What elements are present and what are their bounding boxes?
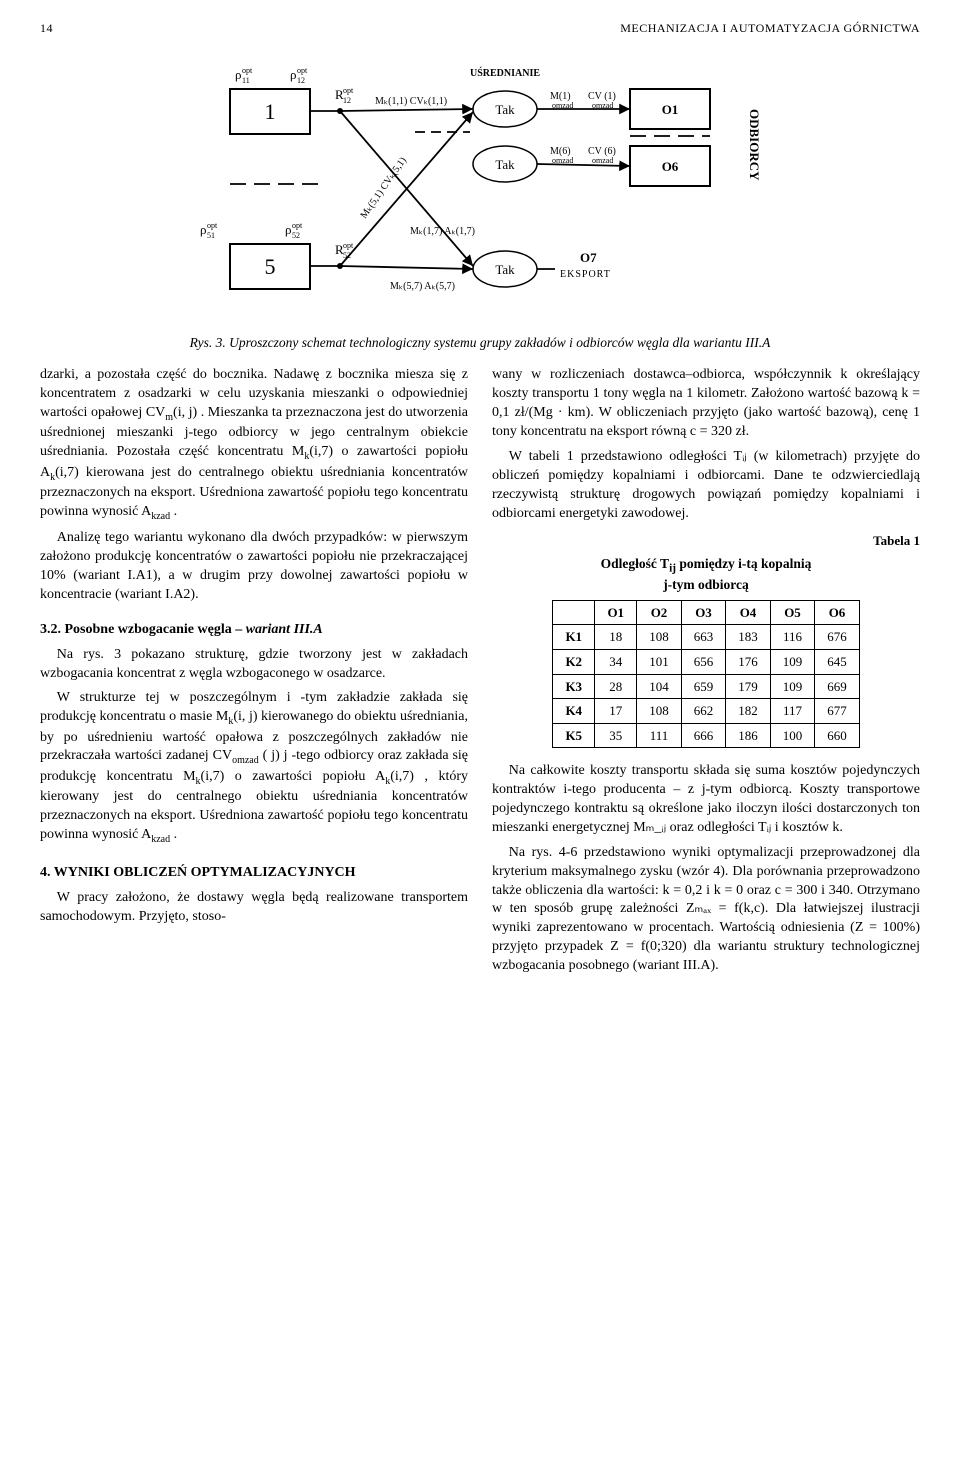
th-o6: O6 (815, 600, 860, 625)
para-b2: W tabeli 1 przedstawiono odległości Tᵢⱼ … (492, 448, 920, 524)
table-row: K4 17 108 662 182 117 677 (553, 699, 860, 724)
table-1: O1 O2 O3 O4 O5 O6 K1 18 108 663 183 (552, 600, 860, 748)
svg-text:12: 12 (343, 96, 351, 105)
para-a1: dzarki, a pozostała część do bocznika. N… (40, 366, 468, 523)
svg-text:opt: opt (292, 221, 303, 230)
para-b3: Na całkowite koszty transportu składa si… (492, 762, 920, 838)
svg-text:11: 11 (242, 76, 250, 85)
svg-text:52: 52 (292, 231, 300, 240)
O6-label: O6 (662, 159, 679, 174)
O7-label: O7 (580, 250, 597, 265)
th-o1: O1 (595, 600, 637, 625)
table-1-wrap: Tabela 1 Odległość Tij pomiędzy i-tą kop… (492, 532, 920, 749)
page-header: 14 MECHANIZACJA I AUTOMATYZACJA GÓRNICTW… (40, 20, 920, 36)
table-row: K1 18 108 663 183 116 676 (553, 625, 860, 650)
heading-4: 4. WYNIKI OBLICZEŃ OPTYMALIZACYJNYCH (40, 864, 468, 883)
rho12: ρ (290, 67, 297, 82)
svg-text:51: 51 (207, 231, 215, 240)
figure-3: .box { fill:#fff; stroke:#000; stroke-wi… (40, 54, 920, 324)
th-blank (553, 600, 595, 625)
usrednianie-label: UŚREDNIANIE (470, 67, 540, 79)
table-body: K1 18 108 663 183 116 676 K2 34 101 656 … (553, 625, 860, 748)
th-o2: O2 (637, 600, 682, 625)
heading-3-2: 3.2. Posobne wzbogacanie węgla – wariant… (40, 621, 468, 640)
box-5-label: 5 (265, 254, 276, 279)
tak-1: Tak (495, 102, 515, 117)
table-1-title: Odległość Tij pomiędzy i-tą kopalnią j-t… (492, 555, 920, 594)
para-b1: wany w rozliczeniach dostawca–odbiorca, … (492, 366, 920, 442)
figure-3-caption: Rys. 3. Uproszczony schemat technologicz… (40, 334, 920, 352)
para-a3: Na rys. 3 pokazano strukturę, gdzie twor… (40, 646, 468, 684)
rho11: ρ (235, 67, 242, 82)
table-row: K3 28 104 659 179 109 669 (553, 674, 860, 699)
column-right: wany w rozliczeniach dostawca–odbiorca, … (492, 366, 920, 982)
tak-6: Tak (495, 157, 515, 172)
para-a5: W pracy założono, że dostawy węgla będą … (40, 889, 468, 927)
page-title: MECHANIZACJA I AUTOMATYZACJA GÓRNICTWA (620, 20, 920, 36)
svg-text:omzad: omzad (592, 156, 613, 165)
table-header-row: O1 O2 O3 O4 O5 O6 (553, 600, 860, 625)
tabela-label: Tabela 1 (492, 532, 920, 550)
O1-label: O1 (662, 102, 679, 117)
page-number: 14 (40, 20, 53, 36)
th-o3: O3 (681, 600, 726, 625)
figure-3-svg: .box { fill:#fff; stroke:#000; stroke-wi… (140, 54, 820, 324)
svg-text:opt: opt (343, 241, 354, 250)
box-1-label: 1 (265, 99, 276, 124)
para-a4: W strukturze tej w poszczególnym i -tym … (40, 689, 468, 846)
para-b4: Na rys. 4-6 przedstawiono wyniki optymal… (492, 844, 920, 976)
mk57: Mₖ(5,7) Aₖ(5,7) (390, 281, 455, 292)
body-columns: dzarki, a pozostała część do bocznika. N… (40, 366, 920, 982)
table-row: K5 35 111 666 186 100 660 (553, 723, 860, 748)
rho52: ρ (285, 222, 292, 237)
th-o4: O4 (726, 600, 771, 625)
tak-7: Tak (495, 262, 515, 277)
para-a2: Analizę tego wariantu wykonano dla dwóch… (40, 529, 468, 605)
odbiorcy-label: ODBIORCY (747, 109, 762, 181)
mk51: Mₖ(5,1) CVₖ(5,1) (358, 156, 408, 221)
eksport-label: EKSPORT (560, 269, 611, 280)
mk17: Mₖ(1,7) Aₖ(1,7) (410, 226, 475, 237)
svg-text:opt: opt (343, 86, 354, 95)
svg-text:opt: opt (297, 66, 308, 75)
table-row: K2 34 101 656 176 109 645 (553, 650, 860, 675)
svg-text:opt: opt (207, 221, 218, 230)
svg-text:opt: opt (242, 66, 253, 75)
rho51: ρ (200, 222, 207, 237)
svg-text:12: 12 (297, 76, 305, 85)
table-title-line2: j-tym odbiorcą (663, 577, 749, 592)
table-title-line1: Odległość Tij pomiędzy i-tą kopalnią (601, 556, 812, 571)
th-o5: O5 (770, 600, 815, 625)
mk11: Mₖ(1,1) CVₖ(1,1) (375, 96, 447, 107)
column-left: dzarki, a pozostała część do bocznika. N… (40, 366, 468, 982)
